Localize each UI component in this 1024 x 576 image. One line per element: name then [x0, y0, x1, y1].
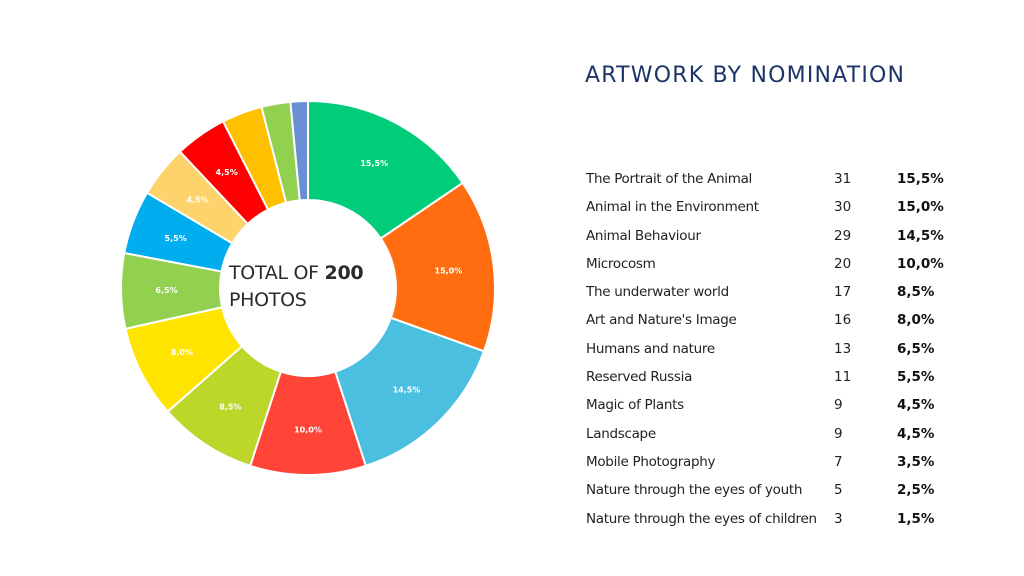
nomination-name: Landscape	[586, 425, 656, 442]
nomination-count: 9	[834, 425, 843, 442]
nomination-count: 11	[834, 369, 852, 386]
nomination-name: Magic of Plants	[586, 397, 684, 414]
slice-label: 8,5%	[219, 402, 241, 411]
nomination-name: Humans and nature	[586, 340, 715, 357]
donut-chart: 15,5% 15,0% 14,5% 10,0% 8,5% 8,0% 6,5% 5,5% 4,5%…	[120, 99, 496, 476]
slice-label: 5,5%	[165, 234, 187, 243]
nomination-percentage: 14,5%	[897, 227, 944, 244]
nomination-percentage: 5,5%	[897, 369, 935, 386]
center-prefix: TOTAL OF	[229, 262, 325, 284]
nomination-name: Animal Behaviour	[586, 227, 701, 244]
nomination-count: 20	[834, 255, 852, 272]
nomination-percentage: 15,5%	[897, 171, 944, 187]
nomination-percentage: 10,0%	[897, 255, 944, 272]
nomination-name: The Portrait of the Animal	[586, 171, 752, 187]
nomination-percentage: 2,5%	[897, 482, 935, 499]
nomination-count: 31	[834, 171, 852, 187]
slice-label: 4,5%	[186, 196, 208, 205]
nomination-name: Animal in the Environment	[586, 199, 759, 216]
nomination-count: 13	[834, 340, 852, 357]
nomination-percentage: 6,5%	[897, 340, 935, 357]
donut-slice	[379, 181, 496, 353]
nomination-percentage: 8,0%	[897, 312, 935, 329]
nomination-count: 17	[834, 284, 852, 301]
slice-label: 6,5%	[155, 286, 177, 295]
nomination-name: Nature through the eyes of youth	[586, 482, 803, 499]
nomination-count: 7	[834, 453, 843, 470]
center-total: 200	[324, 262, 364, 284]
nomination-percentage: 8,5%	[897, 284, 935, 301]
nomination-percentage: 3,5%	[897, 453, 935, 470]
nomination-count: 16	[834, 312, 852, 329]
nomination-count: 3	[834, 510, 843, 527]
slice-label: 8,0%	[171, 348, 193, 357]
donut-center-label: TOTAL OF 200 PHOTOS	[229, 260, 364, 314]
slice-label: 10,0%	[294, 426, 322, 435]
nomination-percentage: 4,5%	[897, 397, 935, 414]
slice-label: 4,5%	[216, 168, 238, 177]
nomination-count: 9	[834, 397, 843, 414]
chart-title: ARTWORK BY NOMINATION	[585, 63, 906, 88]
nomination-name: Art and Nature's Image	[586, 312, 737, 329]
donut-slice	[307, 99, 465, 240]
nomination-count: 30	[834, 199, 852, 216]
nomination-percentage: 4,5%	[897, 425, 935, 442]
donut-slice	[289, 99, 309, 202]
nomination-name: Mobile Photography	[586, 453, 716, 470]
nomination-count: 5	[834, 482, 843, 499]
nomination-percentage: 1,5%	[897, 510, 935, 527]
nomination-percentage: 15,0%	[897, 199, 944, 216]
nomination-name: Reserved Russia	[586, 369, 693, 386]
nomination-name: Microcosm	[586, 255, 656, 272]
center-suffix: PHOTOS	[229, 289, 307, 311]
slice-label: 15,0%	[435, 266, 463, 275]
nomination-name: The underwater world	[586, 284, 729, 301]
slice-label: 14,5%	[393, 386, 421, 395]
nomination-name: Nature through the eyes of children	[586, 510, 817, 527]
nomination-count: 29	[834, 227, 852, 244]
slice-label: 15,5%	[360, 159, 388, 168]
